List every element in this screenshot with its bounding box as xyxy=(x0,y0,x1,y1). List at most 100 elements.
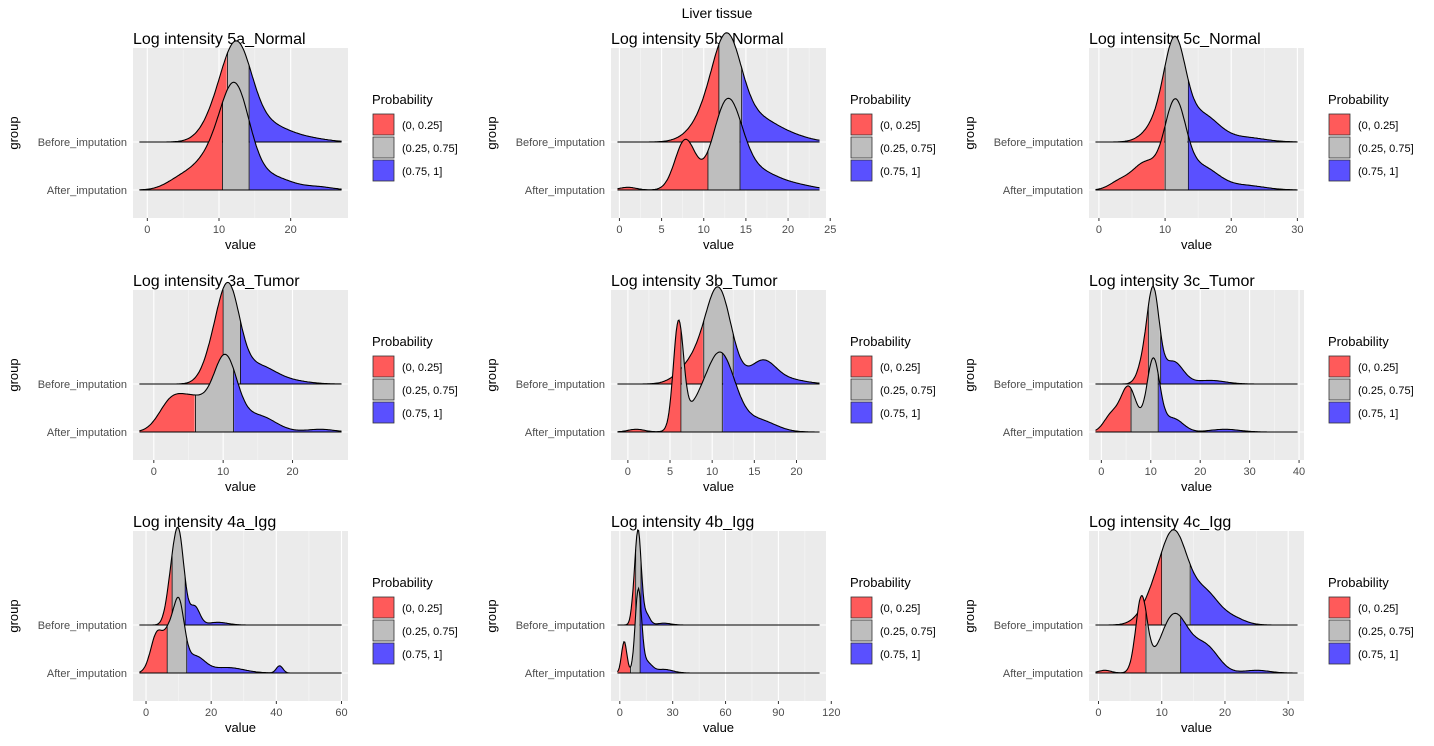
ridge-after-imputation xyxy=(1095,357,1298,433)
x-axis-label: value xyxy=(703,720,734,735)
density-outline xyxy=(139,81,342,191)
legend-key xyxy=(850,136,873,159)
y-axis-label: group xyxy=(6,599,21,632)
legend-label: (0, 0.25] xyxy=(1358,362,1398,374)
quantile-region-2 xyxy=(708,98,740,190)
density-outline xyxy=(1095,595,1298,674)
legend-label: (0, 0.25] xyxy=(880,362,920,374)
x-tick-label: 90 xyxy=(772,707,784,719)
panel-title: Log intensity 3b_Tumor xyxy=(611,273,778,290)
legend-label: (0, 0.25] xyxy=(402,120,442,132)
quantile-region-1 xyxy=(1095,128,1165,190)
legend-key xyxy=(850,159,873,182)
x-tick-label: 0 xyxy=(625,466,631,478)
quantile-region-2 xyxy=(1146,611,1180,673)
density-outline xyxy=(617,319,820,433)
y-tick-label: Before_imputation xyxy=(38,620,127,632)
x-axis-label: value xyxy=(225,237,256,252)
legend-key xyxy=(1328,596,1351,619)
quantile-region-1 xyxy=(139,626,167,673)
x-tick-label: 30 xyxy=(1244,466,1256,478)
x-tick-label: 10 xyxy=(217,466,229,478)
legend-label: (0.25, 0.75] xyxy=(1358,385,1414,397)
x-tick-label: 20 xyxy=(1219,707,1231,719)
panel-title: Log intensity 4a_Igg xyxy=(133,514,276,531)
legend-key xyxy=(850,113,873,136)
panel-title: Log intensity 4b_Igg xyxy=(611,514,754,531)
legend-key xyxy=(1328,113,1351,136)
panel-8: Log intensity 4b_Igg Before_imputation Aft… xyxy=(484,514,936,735)
quantile-region-3 xyxy=(740,121,820,190)
legend-label: (0.25, 0.75] xyxy=(402,385,458,397)
legend-key xyxy=(1328,642,1351,665)
legend-label: (0.75, 1] xyxy=(880,408,920,420)
x-tick-label: 20 xyxy=(790,466,802,478)
legend-key xyxy=(372,596,395,619)
x-tick-label: 15 xyxy=(740,224,752,236)
y-tick-label: After_imputation xyxy=(1003,668,1083,680)
legend: Probability (0, 0.25] (0.25, 0.75] (0.75, 1… xyxy=(372,334,458,424)
quantile-region-3 xyxy=(234,370,342,432)
quantile-region-3 xyxy=(734,337,820,384)
legend-key xyxy=(850,401,873,424)
x-tick-label: 10 xyxy=(1145,466,1157,478)
quantile-region-1 xyxy=(617,45,719,142)
y-tick-label: Before_imputation xyxy=(994,379,1083,391)
density-outline xyxy=(1095,98,1298,191)
legend-key xyxy=(1328,159,1351,182)
legend-label: (0, 0.25] xyxy=(1358,120,1398,132)
legend-label: (0.25, 0.75] xyxy=(402,626,458,638)
legend-key xyxy=(1328,378,1351,401)
legend-label: (0.75, 1] xyxy=(402,166,442,178)
density-outline xyxy=(1095,35,1298,143)
x-tick-label: 10 xyxy=(1159,224,1171,236)
quantile-region-3 xyxy=(249,122,342,190)
ridge-after-imputation xyxy=(1095,595,1298,674)
figure-title: Liver tissue xyxy=(682,5,753,21)
legend-label: (0.75, 1] xyxy=(402,649,442,661)
quantile-region-2 xyxy=(167,597,187,673)
x-tick-label: 20 xyxy=(205,707,217,719)
quantile-region-3 xyxy=(185,579,342,625)
quantile-region-3 xyxy=(1188,135,1298,190)
x-tick-label: 0 xyxy=(1098,466,1104,478)
quantile-region-3 xyxy=(1158,377,1298,432)
y-tick-label: After_imputation xyxy=(47,427,127,439)
x-tick-label: 0 xyxy=(617,707,623,719)
legend-label: (0, 0.25] xyxy=(402,603,442,615)
legend-title: Probability xyxy=(850,334,911,349)
ridge-after-imputation xyxy=(1095,98,1298,191)
quantile-region-2 xyxy=(223,82,249,190)
x-tick-label: 60 xyxy=(335,707,347,719)
quantile-region-1 xyxy=(617,320,681,432)
panel-2: Log intensity 5b_Normal Before_imputation… xyxy=(484,31,936,252)
quantile-region-1 xyxy=(1095,385,1131,432)
quantile-region-3 xyxy=(742,70,820,142)
legend: Probability (0, 0.25] (0.25, 0.75] (0.75, 1… xyxy=(1328,334,1414,424)
quantile-region-1 xyxy=(617,561,635,625)
y-axis-label: group xyxy=(962,599,977,632)
quantile-region-3 xyxy=(1160,332,1298,384)
legend-key xyxy=(372,113,395,136)
quantile-region-1 xyxy=(1095,595,1146,673)
x-tick-label: 20 xyxy=(1225,224,1237,236)
x-axis-label: value xyxy=(703,237,734,252)
legend-label: (0.25, 0.75] xyxy=(1358,626,1414,638)
legend-label: (0.25, 0.75] xyxy=(880,143,936,155)
legend-label: (0, 0.25] xyxy=(1358,603,1398,615)
quantile-region-1 xyxy=(139,103,223,190)
legend-title: Probability xyxy=(372,575,433,590)
panel-title: Log intensity 5a_Normal xyxy=(133,31,306,48)
ridge-after-imputation xyxy=(139,353,342,433)
quantile-region-3 xyxy=(723,353,820,432)
legend-key xyxy=(1328,136,1351,159)
legend-key xyxy=(1328,401,1351,424)
legend-key xyxy=(850,378,873,401)
ridge-after-imputation xyxy=(617,97,820,191)
panel-5: Log intensity 3b_Tumor Before_imputation A… xyxy=(484,273,936,494)
x-tick-label: 10 xyxy=(698,224,710,236)
quantile-region-3 xyxy=(240,321,342,384)
panel-9: Log intensity 4c_Igg Before_imputation Aft… xyxy=(962,514,1414,735)
quantile-region-3 xyxy=(1180,617,1298,673)
plot-background xyxy=(1089,290,1304,460)
